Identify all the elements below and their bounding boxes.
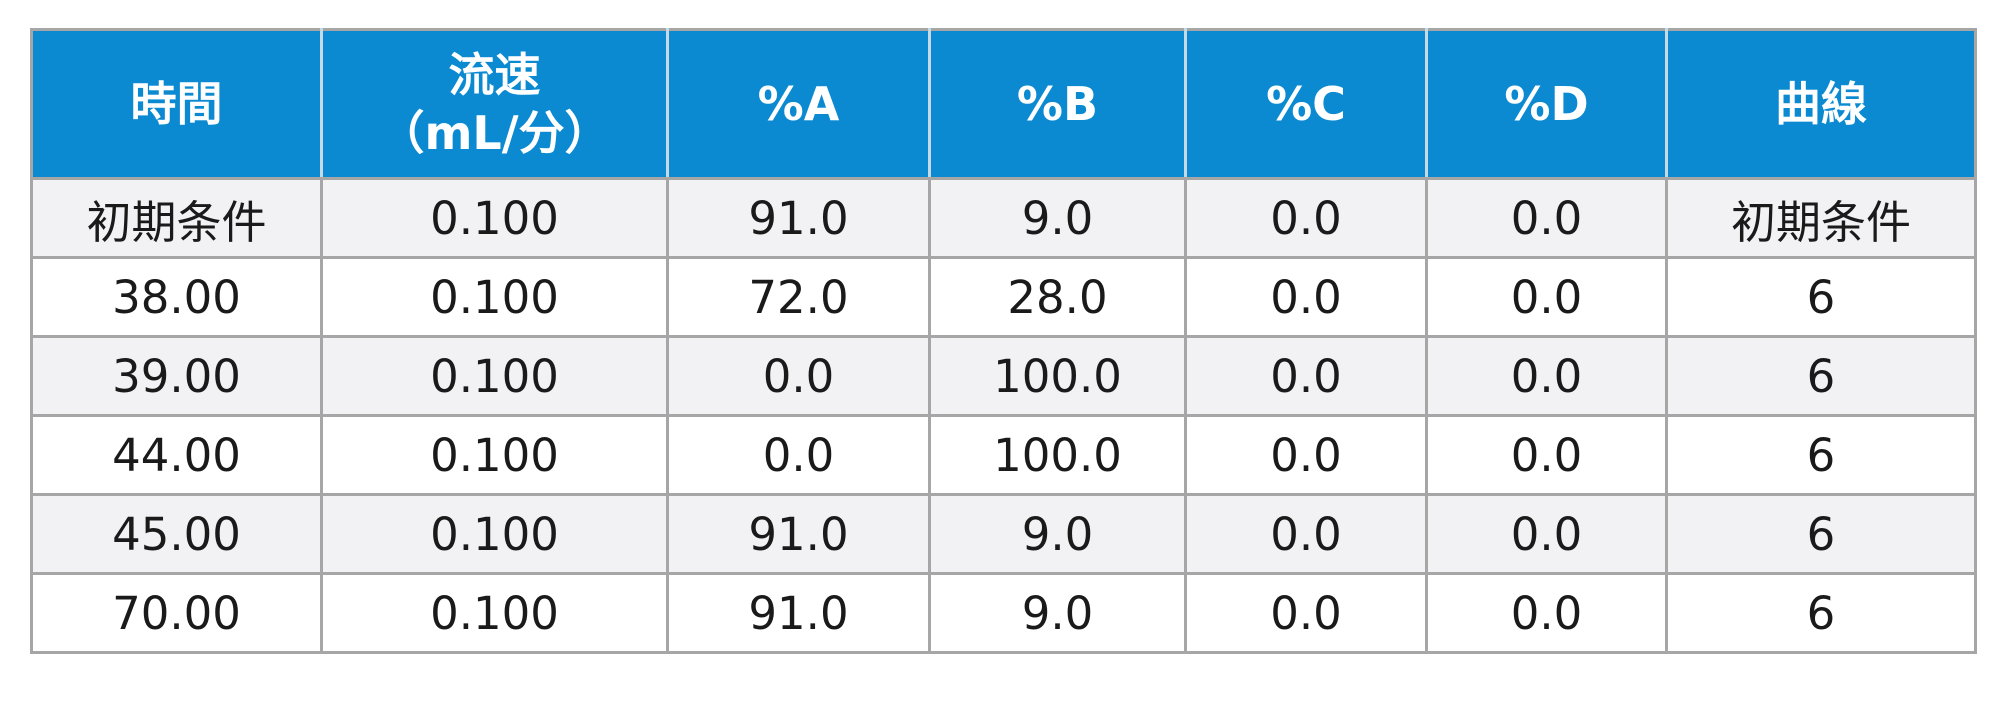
cell-time: 45.00 <box>30 493 323 575</box>
cell-percent-d: 0.0 <box>1425 177 1668 259</box>
table-row: 初期条件 0.100 91.0 9.0 0.0 0.0 初期条件 <box>30 177 1977 259</box>
cell-percent-d: 0.0 <box>1425 493 1668 575</box>
header-flow-rate-line2: （mL/分） <box>378 106 611 160</box>
header-percent-c: %C <box>1184 28 1428 180</box>
cell-percent-c: 0.0 <box>1184 177 1428 259</box>
header-curve: 曲線 <box>1665 28 1977 180</box>
table-row: 70.00 0.100 91.0 9.0 0.0 0.0 6 <box>30 572 1977 654</box>
cell-flow-rate: 0.100 <box>320 335 669 417</box>
cell-time: 初期条件 <box>30 177 323 259</box>
cell-percent-b: 100.0 <box>928 335 1187 417</box>
cell-percent-c: 0.0 <box>1184 572 1428 654</box>
table-row: 45.00 0.100 91.0 9.0 0.0 0.0 6 <box>30 493 1977 575</box>
cell-flow-rate: 0.100 <box>320 256 669 338</box>
table-header: 時間 流速 （mL/分） %A %B %C %D 曲線 <box>30 28 1977 180</box>
cell-percent-a: 0.0 <box>666 335 931 417</box>
header-flow-rate: 流速 （mL/分） <box>320 28 669 180</box>
header-percent-b: %B <box>928 28 1187 180</box>
cell-time: 44.00 <box>30 414 323 496</box>
cell-percent-d: 0.0 <box>1425 256 1668 338</box>
cell-percent-d: 0.0 <box>1425 414 1668 496</box>
cell-time: 70.00 <box>30 572 323 654</box>
cell-percent-a: 91.0 <box>666 572 931 654</box>
cell-flow-rate: 0.100 <box>320 177 669 259</box>
header-row: 時間 流速 （mL/分） %A %B %C %D 曲線 <box>30 28 1977 180</box>
cell-curve: 6 <box>1665 256 1977 338</box>
cell-flow-rate: 0.100 <box>320 572 669 654</box>
cell-percent-c: 0.0 <box>1184 493 1428 575</box>
table-row: 39.00 0.100 0.0 100.0 0.0 0.0 6 <box>30 335 1977 417</box>
cell-percent-d: 0.0 <box>1425 335 1668 417</box>
header-time: 時間 <box>30 28 323 180</box>
cell-percent-b: 9.0 <box>928 177 1187 259</box>
gradient-table: 時間 流速 （mL/分） %A %B %C %D 曲線 初期条件 0.100 9… <box>30 28 1977 654</box>
cell-time: 38.00 <box>30 256 323 338</box>
cell-time: 39.00 <box>30 335 323 417</box>
cell-curve: 6 <box>1665 493 1977 575</box>
cell-percent-a: 0.0 <box>666 414 931 496</box>
cell-curve: 初期条件 <box>1665 177 1977 259</box>
cell-curve: 6 <box>1665 335 1977 417</box>
cell-curve: 6 <box>1665 414 1977 496</box>
header-flow-rate-line1: 流速 <box>448 48 541 102</box>
cell-percent-c: 0.0 <box>1184 414 1428 496</box>
cell-percent-b: 9.0 <box>928 572 1187 654</box>
cell-percent-b: 9.0 <box>928 493 1187 575</box>
table-body: 初期条件 0.100 91.0 9.0 0.0 0.0 初期条件 38.00 0… <box>30 177 1977 654</box>
cell-flow-rate: 0.100 <box>320 493 669 575</box>
cell-percent-d: 0.0 <box>1425 572 1668 654</box>
cell-percent-a: 91.0 <box>666 493 931 575</box>
cell-percent-c: 0.0 <box>1184 335 1428 417</box>
header-percent-a: %A <box>666 28 931 180</box>
cell-percent-c: 0.0 <box>1184 256 1428 338</box>
header-percent-d: %D <box>1425 28 1668 180</box>
cell-percent-b: 28.0 <box>928 256 1187 338</box>
cell-percent-a: 72.0 <box>666 256 931 338</box>
cell-percent-b: 100.0 <box>928 414 1187 496</box>
table-row: 44.00 0.100 0.0 100.0 0.0 0.0 6 <box>30 414 1977 496</box>
cell-flow-rate: 0.100 <box>320 414 669 496</box>
cell-curve: 6 <box>1665 572 1977 654</box>
cell-percent-a: 91.0 <box>666 177 931 259</box>
table-row: 38.00 0.100 72.0 28.0 0.0 0.0 6 <box>30 256 1977 338</box>
